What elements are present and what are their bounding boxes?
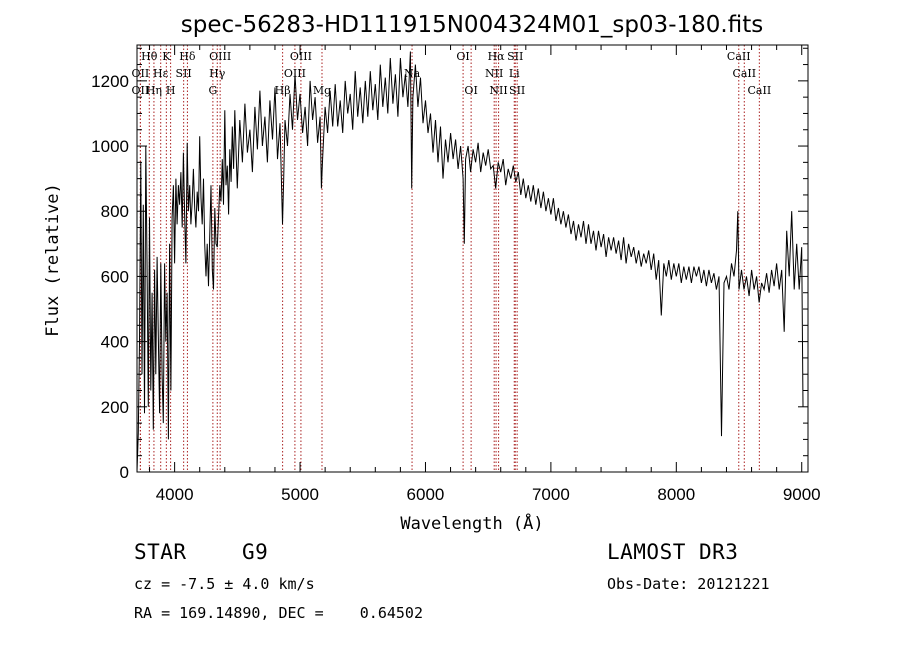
observation-date: Obs-Date: 20121221 (607, 575, 770, 593)
plot-frame (136, 44, 809, 473)
object-class: STAR (134, 540, 187, 564)
spectral-line-label: OIII (290, 50, 312, 63)
spectral-line-label: H (166, 84, 176, 97)
spectral-line-label: Hδ (179, 50, 196, 63)
coordinates-readout: RA = 169.14890, DEC = 0.64502 (134, 604, 423, 622)
y-tick-label: 800 (101, 202, 129, 221)
spectral-line-label: Mg (313, 84, 331, 97)
spectral-line-label: Hθ (141, 50, 158, 63)
x-tick-label: 8000 (657, 485, 695, 504)
x-tick-label: 4000 (156, 485, 194, 504)
spectral-line-label: SII (509, 84, 525, 97)
y-tick-label: 0 (120, 463, 129, 482)
spectral-line-markers (139, 45, 760, 472)
spectrum-series-line (136, 51, 804, 473)
x-tick-label: 6000 (407, 485, 445, 504)
y-axis-label: Flux (relative) (43, 183, 63, 337)
spectral-line-label: NII (485, 67, 503, 80)
y-tick-label: 200 (101, 398, 129, 417)
spectral-line-label: SII (507, 50, 523, 63)
object-subclass: G9 (242, 540, 269, 564)
spectral-line-label: OI (456, 50, 469, 63)
x-tick-labels: 4000 5000 6000 7000 8000 9000 (156, 485, 821, 504)
spectral-line-label: G (208, 84, 217, 97)
x-tick-label: 7000 (532, 485, 570, 504)
spectral-line-label: Hγ (209, 67, 226, 80)
spectral-line-label: CaII (732, 67, 756, 80)
y-tick-label: 400 (101, 333, 129, 352)
spectral-line-label: OI (464, 84, 477, 97)
x-axis-label: Wavelength (Å) (400, 512, 543, 534)
x-tick-label: 5000 (281, 485, 319, 504)
spectral-line-label: Hα (488, 50, 506, 63)
spectral-line-label: OIII (284, 67, 306, 80)
y-tick-labels: 0 200 400 600 800 1000 1200 (91, 72, 129, 482)
spectral-line-label: Hε (153, 67, 169, 80)
y-tick-label: 1000 (91, 137, 129, 156)
y-tick-label: 600 (101, 267, 129, 286)
x-tick-label: 9000 (783, 485, 821, 504)
axis-ticks (137, 45, 808, 473)
spectral-line-label: Li (509, 67, 520, 80)
spectral-line-label: OII (132, 67, 150, 80)
spectral-line-label: Na (404, 67, 421, 80)
spectral-line-label: OII (132, 84, 150, 97)
spectral-line-label: CaII (727, 50, 751, 63)
spectral-line-label: Hβ (275, 84, 291, 97)
survey-name: LAMOST DR3 (607, 540, 739, 564)
redshift-readout: cz = -7.5 ± 4.0 km/s (134, 575, 315, 593)
spectral-line-label: SII (176, 67, 192, 80)
chart-title: spec-56283-HD111915N004324M01_sp03-180.f… (181, 12, 763, 38)
spectral-line-label: K (162, 50, 171, 63)
spectral-line-label: OIII (209, 50, 231, 63)
y-tick-label: 1200 (91, 72, 129, 91)
spectral-line-label: Hη (146, 84, 162, 97)
spectral-line-label: NII (489, 84, 507, 97)
spectral-line-label: CaII (748, 84, 772, 97)
